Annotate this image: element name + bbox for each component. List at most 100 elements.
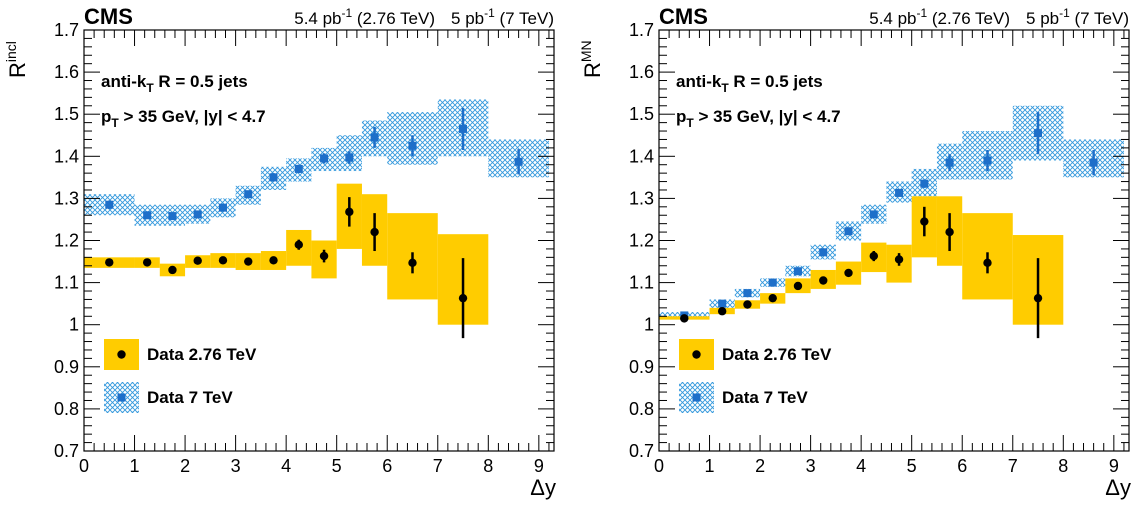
x-tick-label: 7 — [1008, 456, 1018, 476]
point-7tev-5 — [819, 248, 828, 257]
chart-panel-right: 0.7 0.8 0.9 1 1.1 1.2 1.3 1.4 1.5 1.6 1.7 0 1 2 3 4 5 6 7 8… — [578, 4, 1131, 500]
point-7tev-0 — [105, 200, 114, 209]
annotation-1: anti-kT R = 0.5 jets — [676, 72, 823, 95]
point-7tev-3 — [768, 278, 777, 287]
y-axis-title-sup: MN — [578, 40, 594, 62]
x-axis: 0 1 2 3 4 5 6 7 8 9 — [654, 30, 1125, 476]
point-2760-11 — [983, 258, 992, 268]
luminosity-lumi_276_energy: (2.76 TeV) — [352, 9, 435, 28]
point-2760-7 — [869, 251, 878, 261]
x-tick-label: 2 — [755, 456, 765, 476]
x-tick-label: 2 — [180, 456, 190, 476]
y-axis-title: Rincl — [3, 41, 30, 78]
point-2760-0 — [105, 258, 114, 267]
point-2760-8 — [319, 251, 329, 261]
point-2760-9 — [920, 217, 929, 226]
x-tick-label: 6 — [382, 456, 392, 476]
annotation_1-main: anti-k — [676, 72, 722, 91]
luminosity-lumi_7_sup: -1 — [1059, 6, 1070, 20]
y-tick-label: 0.9 — [54, 357, 79, 377]
x-tick-label: 5 — [907, 456, 917, 476]
legend-marker-2760 — [692, 350, 701, 359]
x-tick-label: 6 — [957, 456, 967, 476]
y-axis-title-main: R — [5, 62, 30, 78]
x-tick-label: 0 — [654, 456, 664, 476]
y-tick-label: 1.2 — [54, 231, 79, 251]
point-2760-12 — [458, 293, 468, 303]
series-bands — [84, 99, 549, 325]
annotation_1-sub: T — [721, 81, 729, 95]
x-tick-label: 3 — [806, 456, 816, 476]
point-7tev-1 — [718, 299, 727, 308]
point-7tev-13 — [1089, 158, 1098, 167]
point-2760-0 — [680, 314, 689, 323]
luminosity-lumi_276_sup: -1 — [342, 6, 353, 20]
legend-label: Data 7 TeV — [722, 388, 808, 407]
y-tick-label: 1.7 — [629, 20, 654, 40]
point-7tev-2 — [743, 289, 752, 298]
legend-label: Data 2.76 TeV — [722, 345, 832, 364]
y-axis-title-sup: incl — [3, 41, 19, 62]
point-7tev-1 — [143, 211, 152, 220]
series-bands — [659, 105, 1124, 325]
legend-label: Data 7 TeV — [147, 388, 233, 407]
point-7tev-3 — [193, 210, 202, 219]
y-tick-label: 0.7 — [54, 441, 79, 461]
point-7tev-6 — [269, 173, 278, 182]
x-tick-label: 3 — [231, 456, 241, 476]
point-2760-2 — [743, 300, 752, 309]
annotation_1-main: anti-k — [101, 72, 147, 91]
legend-marker-2760 — [117, 350, 126, 359]
point-7tev-10 — [370, 133, 379, 142]
x-axis-title: Δy — [1105, 475, 1131, 500]
point-2760-4 — [793, 281, 803, 291]
cms-label: CMS — [84, 4, 133, 29]
y-tick-label: 1.7 — [54, 20, 79, 40]
point-7tev-9 — [345, 153, 354, 162]
x-tick-label: 8 — [1058, 456, 1068, 476]
point-2760-10 — [945, 227, 954, 237]
x-tick-label: 4 — [281, 456, 291, 476]
point-2760-11 — [408, 258, 417, 268]
y-tick-label: 1.6 — [54, 62, 79, 82]
legend: Data 2.76 TeV Data 7 TeV — [679, 339, 832, 413]
luminosity-lumi_7: 5 pb — [1026, 9, 1059, 28]
point-7tev-8 — [320, 154, 329, 163]
point-2760-4 — [218, 256, 228, 265]
x-axis-title: Δy — [530, 475, 556, 500]
x-axis: 0 1 2 3 4 5 6 7 8 9 — [79, 30, 550, 476]
y-tick-label: 0.9 — [629, 357, 654, 377]
point-2760-3 — [193, 256, 202, 265]
point-2760-1 — [142, 258, 152, 267]
point-2760-6 — [269, 256, 278, 265]
y-tick-label: 1.2 — [629, 231, 654, 251]
y-axis-title-main: R — [580, 62, 605, 78]
luminosity-lumi_7_energy: (7 TeV) — [1070, 9, 1129, 28]
x-tick-label: 0 — [79, 456, 89, 476]
annotation_2-rest: > 35 GeV, |y| < 4.7 — [119, 107, 266, 126]
point-7tev-10 — [945, 158, 954, 167]
y-tick-label: 1.4 — [54, 146, 79, 166]
point-2760-5 — [819, 276, 828, 285]
luminosity-label: 5.4 pb-1 (2.76 TeV) 5 pb-1 (7 TeV) — [869, 6, 1129, 28]
point-2760-3 — [768, 293, 777, 303]
point-2760-6 — [844, 268, 853, 278]
x-tick-label: 9 — [534, 456, 544, 476]
point-2760-8 — [894, 255, 904, 264]
annotation_2-main: p — [676, 107, 686, 126]
luminosity-lumi_276: 5.4 pb — [294, 9, 341, 28]
point-7tev-8 — [895, 188, 904, 197]
annotation_1-rest: R = 0.5 jets — [154, 72, 248, 91]
x-tick-label: 5 — [332, 456, 342, 476]
y-axis-title: RMN — [578, 40, 605, 78]
chart-panel-left: 0.7 0.8 0.9 1 1.1 1.2 1.3 1.4 1.5 1.6 1.7 0 1 2 3 4 5 6 7 8… — [3, 4, 556, 500]
luminosity-lumi_276_energy: (2.76 TeV) — [927, 9, 1010, 28]
point-2760-10 — [370, 227, 379, 237]
point-7tev-7 — [869, 210, 878, 219]
annotation_2-sub: T — [686, 116, 694, 130]
series-markers — [680, 112, 1098, 339]
y-tick-label: 1.5 — [54, 104, 79, 124]
luminosity-label: 5.4 pb-1 (2.76 TeV) 5 pb-1 (7 TeV) — [294, 6, 554, 28]
y-tick-label: 1.3 — [54, 188, 79, 208]
